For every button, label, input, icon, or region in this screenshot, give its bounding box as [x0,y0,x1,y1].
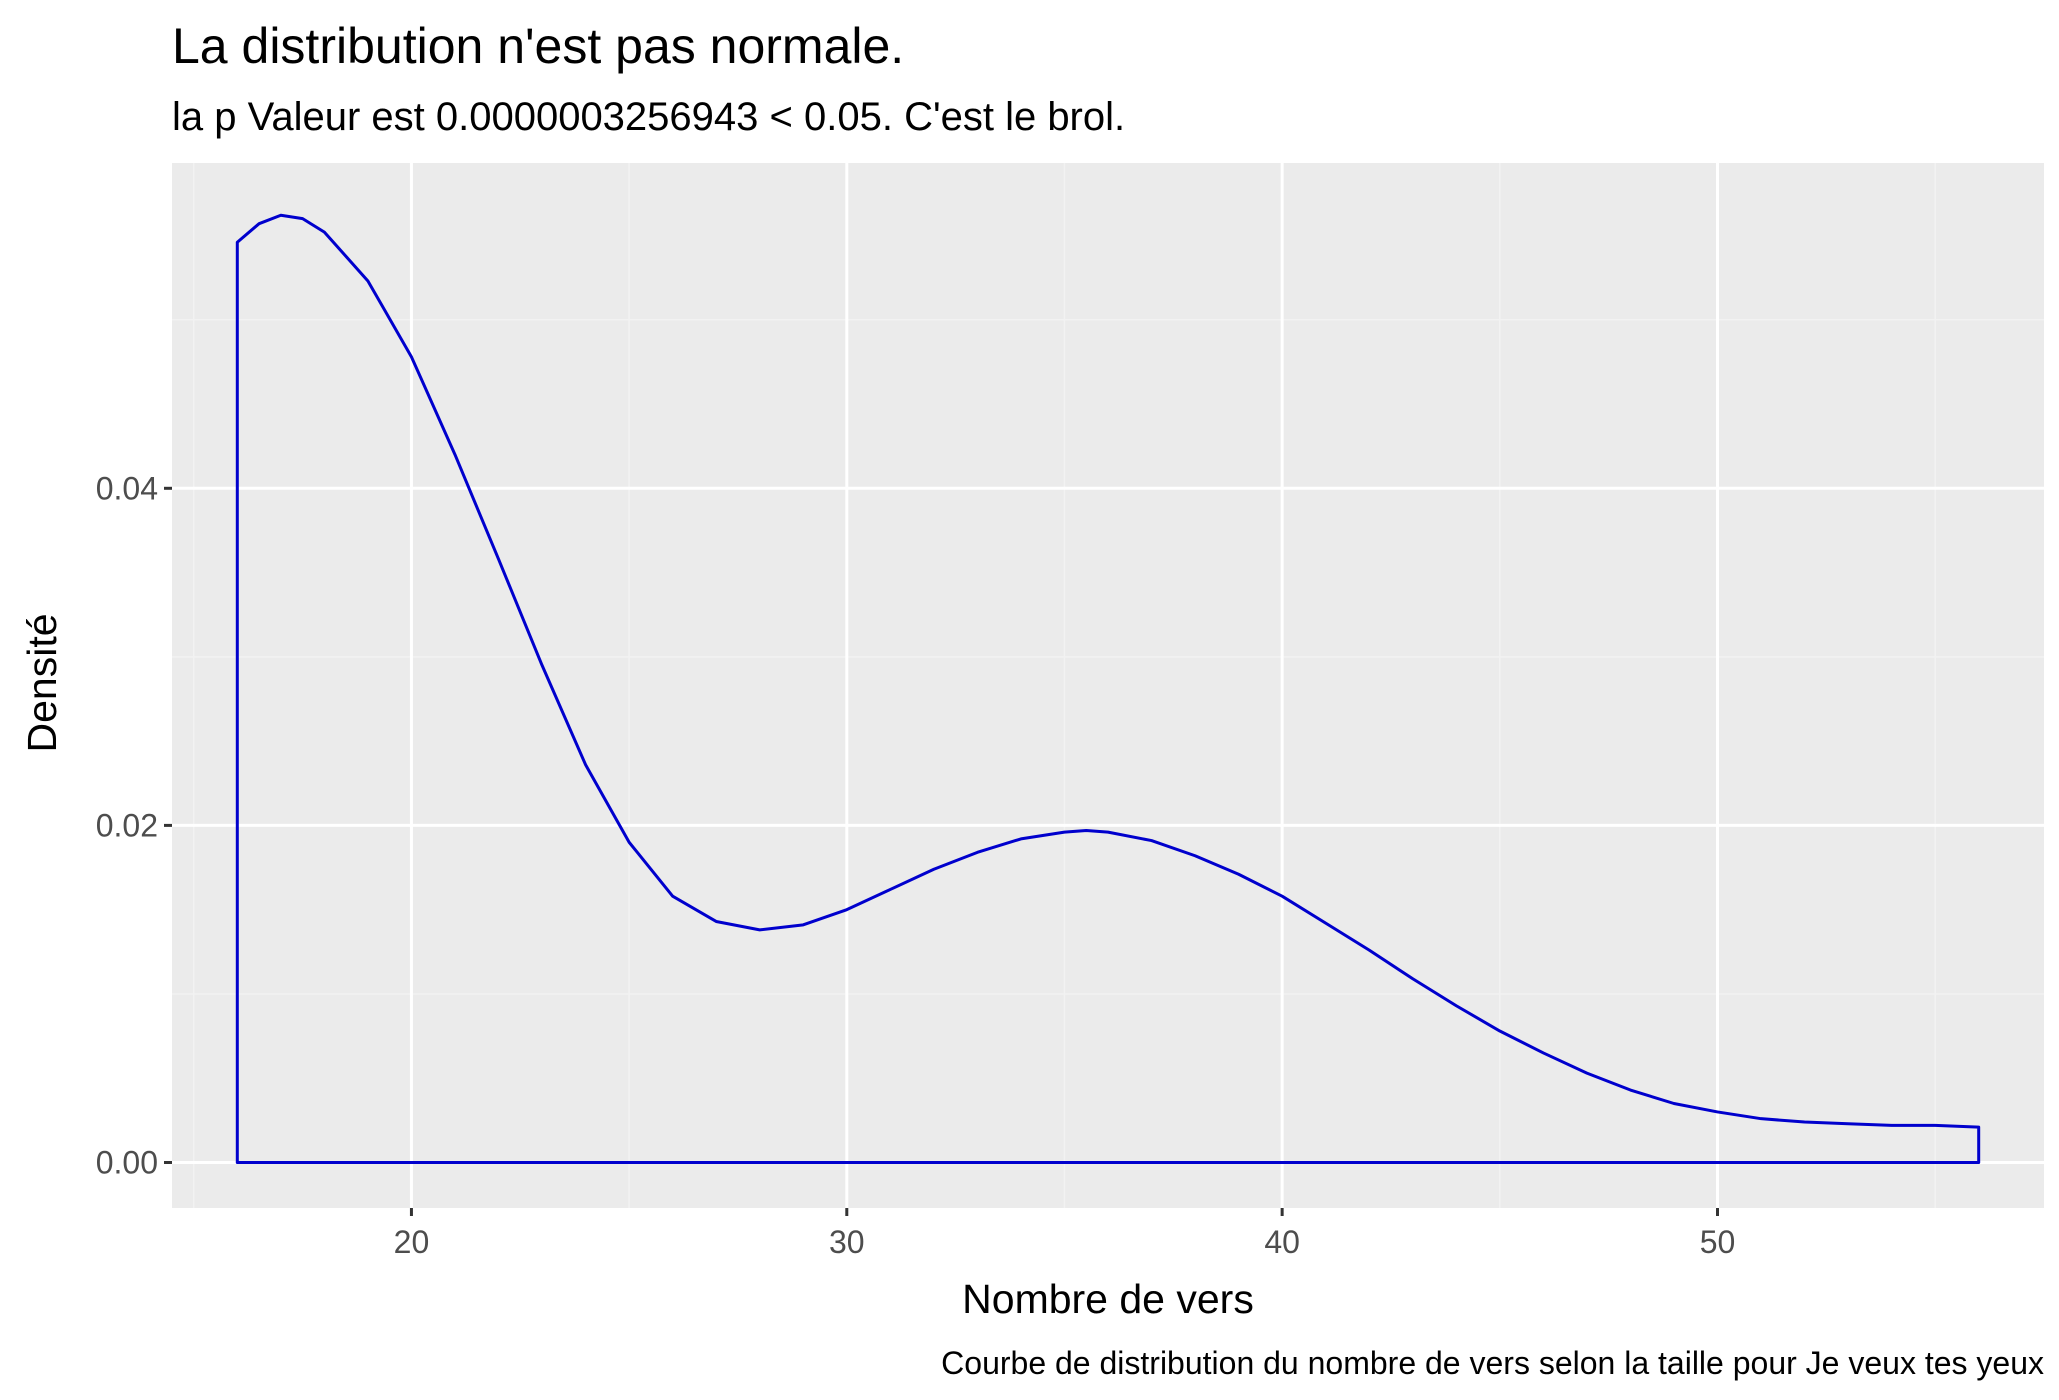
y-axis-title: Densité [19,613,65,752]
y-tick-label: 0.02 [96,807,158,843]
x-tick-label: 40 [1264,1224,1300,1260]
major-gridlines [172,163,2044,1208]
chart-caption: Courbe de distribution du nombre de vers… [941,1345,2044,1381]
y-tick-label: 0.00 [96,1144,158,1180]
tick-labels: 20 30 40 50 0.00 0.02 0.04 [96,470,1736,1260]
minor-gridlines [172,163,2044,1208]
x-tick-label: 30 [829,1224,865,1260]
chart-title: La distribution n'est pas normale. [172,18,904,74]
density-curve [235,213,1981,1164]
chart-subtitle: la p Valeur est 0.0000003256943 < 0.05. … [172,95,1125,139]
x-tick-label: 50 [1700,1224,1736,1260]
x-tick-label: 20 [394,1224,430,1260]
axis-ticks [164,486,1719,1216]
x-axis-title: Nombre de vers [962,1276,1254,1322]
plot-panel [172,163,2044,1208]
y-tick-label: 0.04 [96,470,158,506]
